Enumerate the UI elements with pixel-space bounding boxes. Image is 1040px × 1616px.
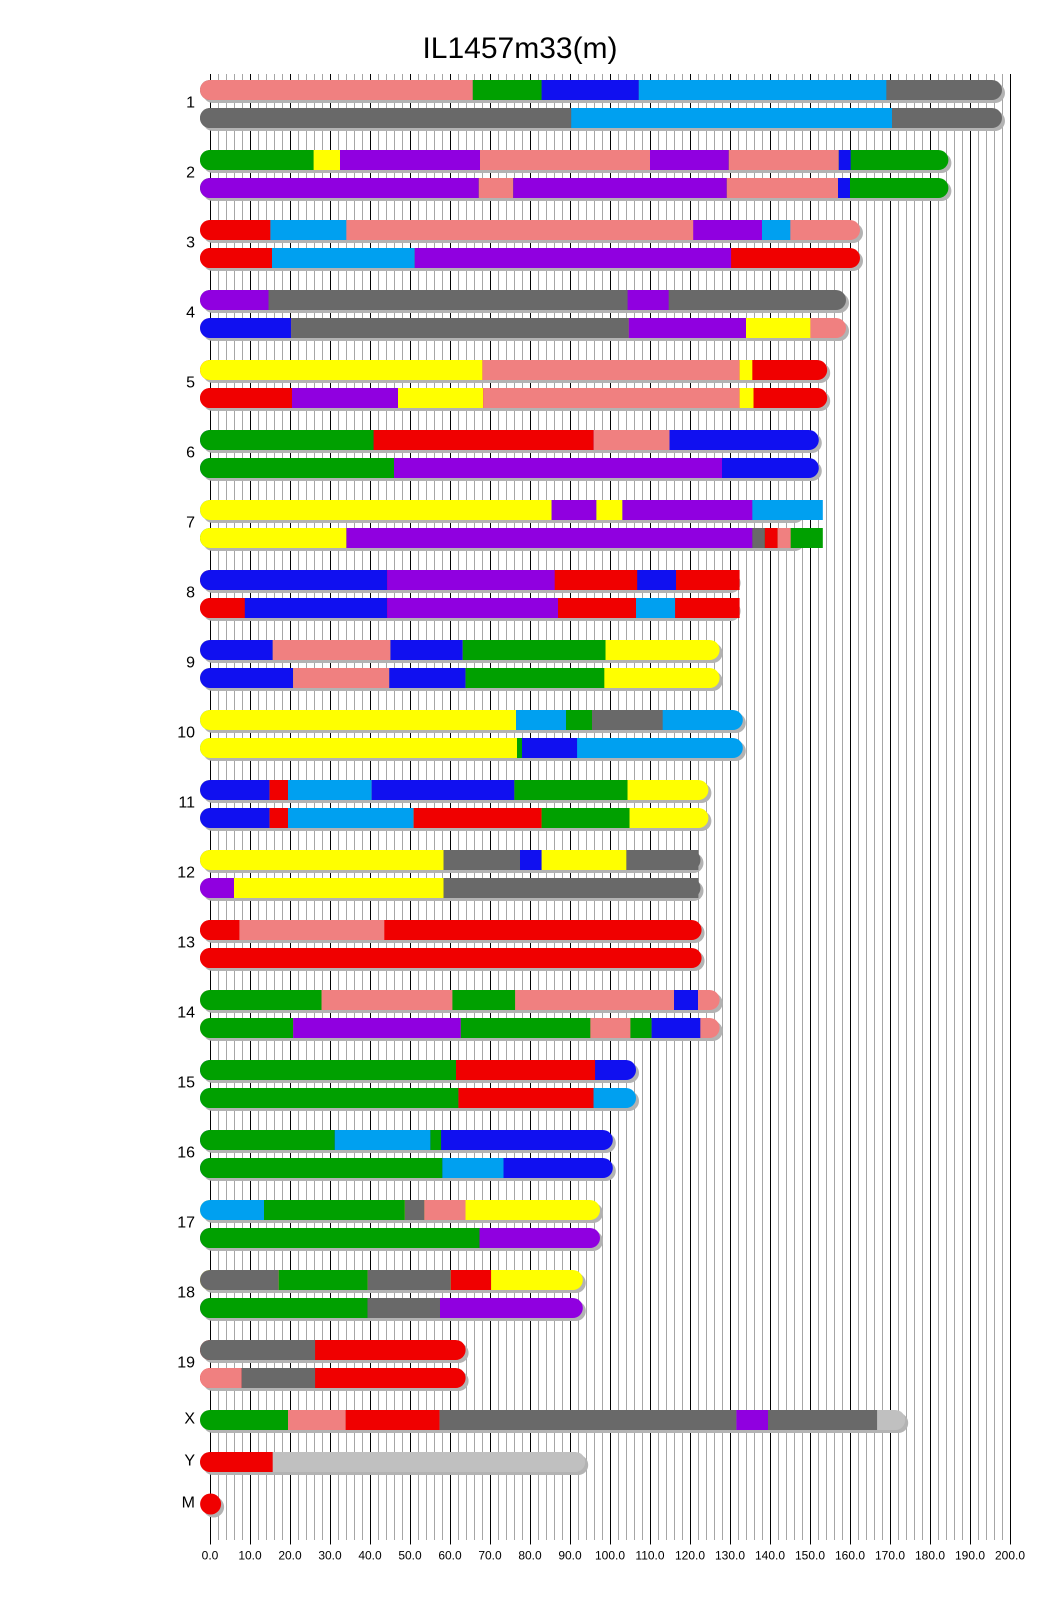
- svg-text:3: 3: [186, 235, 195, 252]
- svg-text:7: 7: [186, 515, 195, 532]
- svg-text:Y: Y: [184, 1453, 195, 1470]
- svg-text:50.0: 50.0: [398, 1549, 422, 1563]
- svg-text:80.0: 80.0: [518, 1549, 542, 1563]
- svg-text:20.0: 20.0: [278, 1549, 302, 1563]
- svg-text:180.0: 180.0: [915, 1549, 945, 1563]
- svg-text:70.0: 70.0: [478, 1549, 502, 1563]
- svg-text:1: 1: [186, 95, 195, 112]
- svg-text:170.0: 170.0: [875, 1549, 905, 1563]
- svg-text:130.0: 130.0: [715, 1549, 745, 1563]
- svg-text:160.0: 160.0: [835, 1549, 865, 1563]
- svg-text:110.0: 110.0: [635, 1549, 664, 1563]
- svg-text:2: 2: [186, 165, 195, 182]
- svg-text:4: 4: [186, 305, 195, 322]
- svg-text:200.0: 200.0: [995, 1549, 1025, 1563]
- svg-text:0.0: 0.0: [202, 1549, 219, 1563]
- svg-text:150.0: 150.0: [795, 1549, 825, 1563]
- svg-text:10: 10: [177, 725, 195, 742]
- svg-text:30.0: 30.0: [318, 1549, 342, 1563]
- svg-text:13: 13: [177, 935, 195, 952]
- svg-text:X: X: [184, 1411, 195, 1428]
- svg-text:60.0: 60.0: [438, 1549, 462, 1563]
- svg-text:90.0: 90.0: [558, 1549, 582, 1563]
- svg-text:10.0: 10.0: [238, 1549, 262, 1563]
- svg-text:14: 14: [177, 1005, 195, 1022]
- svg-text:5: 5: [186, 375, 195, 392]
- svg-text:12: 12: [177, 865, 195, 882]
- svg-text:15: 15: [177, 1075, 195, 1092]
- svg-text:8: 8: [186, 585, 195, 602]
- svg-text:100.0: 100.0: [595, 1549, 625, 1563]
- svg-text:18: 18: [177, 1285, 195, 1302]
- svg-text:19: 19: [177, 1355, 195, 1372]
- svg-text:9: 9: [186, 655, 195, 672]
- svg-text:IL1457m33(m): IL1457m33(m): [422, 32, 617, 65]
- svg-text:M: M: [182, 1495, 195, 1512]
- svg-text:140.0: 140.0: [755, 1549, 785, 1563]
- svg-text:190.0: 190.0: [955, 1549, 985, 1563]
- svg-text:17: 17: [177, 1215, 195, 1232]
- svg-text:40.0: 40.0: [358, 1549, 382, 1563]
- svg-text:16: 16: [177, 1145, 195, 1162]
- svg-text:6: 6: [186, 445, 195, 462]
- svg-text:11: 11: [178, 795, 195, 812]
- svg-text:120.0: 120.0: [675, 1549, 705, 1563]
